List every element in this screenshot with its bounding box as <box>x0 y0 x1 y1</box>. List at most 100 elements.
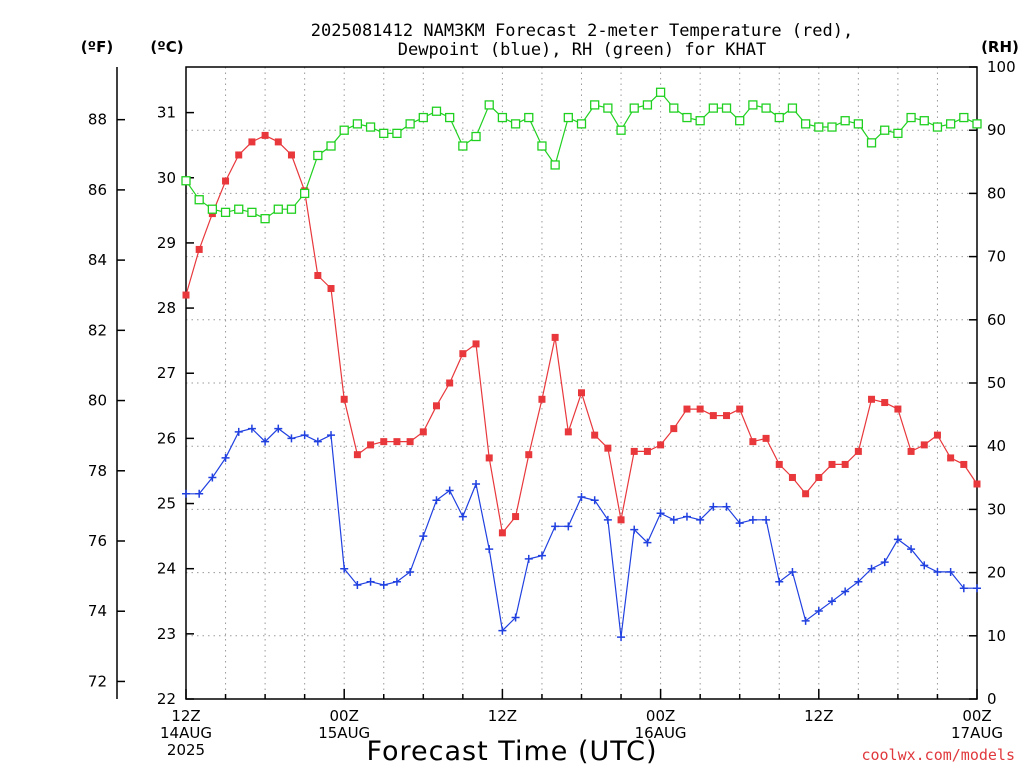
celsius-tick-label: 26 <box>157 429 176 447</box>
celsius-tick-label: 23 <box>157 625 176 643</box>
rh-point <box>181 176 191 186</box>
temperature-point <box>868 395 876 403</box>
temperature-point <box>696 405 704 413</box>
dewpoint-point <box>973 584 981 593</box>
rh-point <box>550 160 560 170</box>
dewpoint-point <box>709 502 718 511</box>
temperature-point <box>222 177 230 185</box>
rh-point <box>669 103 679 113</box>
temperature-point <box>762 434 770 442</box>
axes: 72 74 76 78 80 82 84 86 88 22 23 24 25 26 27 28 29 30 31 0 1… <box>88 58 1016 759</box>
rh-point <box>827 122 837 132</box>
temperature-point <box>591 431 599 439</box>
temperature-point <box>274 138 282 146</box>
rh-point <box>959 112 969 123</box>
rh-point <box>906 112 916 123</box>
rh-point <box>445 112 455 123</box>
rh-point <box>774 112 784 123</box>
rh-point <box>616 125 626 135</box>
dewpoint-point <box>379 580 388 589</box>
dewpoint-point <box>221 453 230 462</box>
rh-point <box>431 106 442 116</box>
dewpoint-point <box>617 633 626 642</box>
rh-point <box>418 112 428 123</box>
dewpoint-point <box>472 479 481 488</box>
temperature-point <box>459 350 467 358</box>
rh-point <box>234 204 244 214</box>
fahrenheit-axis-label: (ºF) <box>81 38 113 56</box>
rh-point <box>853 119 863 129</box>
temperature-point <box>657 441 665 449</box>
fahrenheit-tick-label: 80 <box>88 392 107 410</box>
rh-point <box>748 100 758 110</box>
dewpoint-point <box>419 532 428 541</box>
rh-point <box>220 207 231 218</box>
credit-text: coolwx.com/models <box>861 746 1015 764</box>
rh-point <box>814 122 824 132</box>
celsius-axis-label: (ºC) <box>150 38 183 56</box>
x-tick-label: 00Z 15AUG <box>318 707 370 742</box>
temperature-point <box>881 399 889 407</box>
rh-point <box>484 100 494 110</box>
temperature-point <box>841 460 849 468</box>
chart-title-line-1: 2025081412 NAM3KM Forecast 2-meter Tempe… <box>311 21 853 41</box>
temperature-point <box>643 447 651 455</box>
temperature-point <box>287 151 295 159</box>
rh-point <box>510 119 521 129</box>
celsius-tick-label: 30 <box>157 169 176 187</box>
dewpoint-point <box>920 561 929 570</box>
temperature-point <box>248 138 256 146</box>
dewpoint-point <box>195 489 204 498</box>
rh-point <box>590 100 600 110</box>
dewpoint-point <box>590 496 599 505</box>
temperature-point <box>419 428 427 436</box>
rh-point <box>194 195 204 205</box>
rh-point <box>563 112 573 123</box>
rh-point <box>299 188 310 199</box>
rh-point <box>405 119 415 129</box>
temperature-point <box>525 451 533 459</box>
fahrenheit-tick-label: 72 <box>88 672 107 690</box>
rh-tick-label: 50 <box>987 374 1006 392</box>
dewpoint-point <box>564 522 573 531</box>
dewpoint-point <box>696 515 705 524</box>
dewpoint-point <box>827 597 836 606</box>
temperature-point <box>604 444 612 452</box>
dewpoint-point <box>340 564 349 573</box>
rh-point <box>708 103 718 113</box>
temperature-point <box>235 151 243 159</box>
temperature-point <box>736 405 744 413</box>
dewpoint-point <box>669 515 678 524</box>
rh-point <box>576 119 587 129</box>
rh-point <box>800 119 811 129</box>
rh-point <box>313 150 323 161</box>
x-tick-label: 12Z 14AUG 2025 <box>160 707 212 759</box>
celsius-tick-label: 28 <box>157 299 176 317</box>
dewpoint-point <box>498 626 507 635</box>
temperature-point <box>182 291 190 299</box>
dewpoint-point <box>814 607 823 616</box>
rh-point <box>761 103 771 113</box>
fahrenheit-tick-label: 76 <box>88 532 107 550</box>
rh-point <box>326 141 336 151</box>
temperature-point <box>775 460 783 468</box>
x-tick-label: 00Z 16AUG <box>635 707 687 742</box>
dewpoint-point <box>208 473 217 482</box>
temperature-point <box>578 389 585 397</box>
dewpoint-point <box>946 567 955 576</box>
dewpoint-point <box>274 424 283 433</box>
dewpoint-point <box>445 486 454 495</box>
celsius-tick-label: 29 <box>157 234 176 252</box>
temperature-point <box>314 271 322 279</box>
dewpoint-point <box>406 567 415 576</box>
x-tick-label: 12Z <box>488 707 517 725</box>
temperature-point <box>709 412 717 420</box>
rh-point <box>682 112 692 123</box>
rh-tick-label: 40 <box>987 437 1006 455</box>
dewpoint-point <box>287 434 296 443</box>
dewpoint-point <box>959 584 968 593</box>
x-axis-title: Forecast Time (UTC) <box>366 736 657 767</box>
dewpoint-point <box>392 577 401 586</box>
temperature-point <box>380 438 388 446</box>
temperature-point <box>788 473 796 481</box>
